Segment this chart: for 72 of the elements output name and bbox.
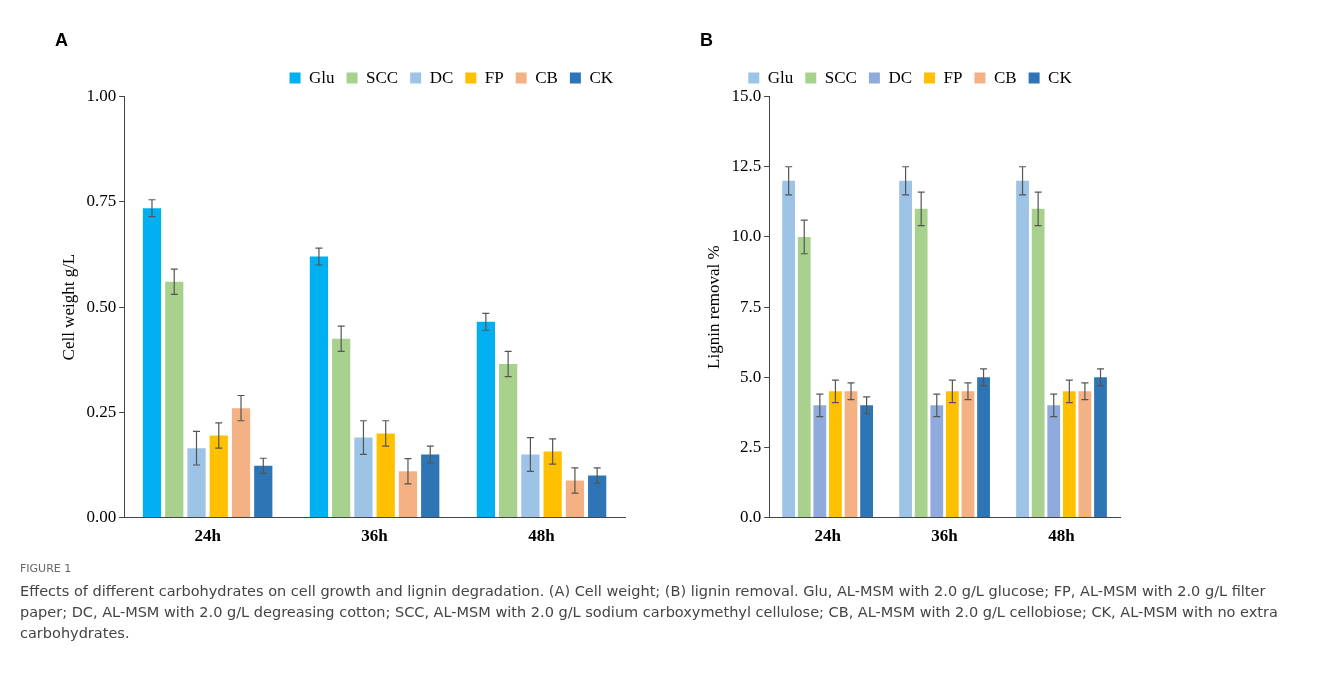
legend-label: FP [943, 67, 963, 87]
chart-title: B [700, 29, 713, 50]
x-tick-label: 48h [528, 526, 556, 546]
legend-label: Glu [309, 67, 336, 87]
bar [499, 363, 518, 518]
y-tick-label: 0.0 [739, 507, 762, 527]
bar [209, 435, 228, 518]
bar [1062, 391, 1076, 518]
bar [376, 433, 395, 518]
y-tick-label: 0.75 [86, 191, 117, 211]
x-tick-label: 36h [931, 526, 959, 546]
y-tick-label: 10.0 [731, 226, 762, 246]
bar [476, 321, 495, 518]
y-axis-title: Lignin removal % [703, 245, 723, 369]
y-tick-label: 12.5 [731, 156, 762, 176]
legend-label: DC [429, 67, 454, 87]
y-tick-label: 7.5 [739, 296, 762, 316]
bar [398, 471, 418, 518]
bar [829, 391, 842, 518]
bar [521, 454, 540, 518]
legend-label: DC [888, 67, 913, 87]
y-tick-label: 0.25 [86, 401, 117, 421]
bar [254, 465, 273, 518]
legend-label: CB [993, 67, 1017, 87]
bar [961, 391, 975, 518]
bar [977, 377, 990, 518]
bar [1047, 405, 1061, 518]
x-tick-label: 24h [194, 526, 222, 546]
bar [231, 408, 251, 518]
bar [860, 405, 873, 518]
bar [899, 180, 912, 518]
bar [1031, 208, 1045, 518]
bar [421, 454, 440, 518]
y-tick-label: 15.0 [731, 86, 762, 106]
bar [565, 480, 585, 518]
legend-label: CB [535, 67, 558, 87]
bar [930, 405, 944, 518]
bar [309, 256, 329, 518]
text: Effects of different carbohydrates on cell growth and lignin degradation. (A) Cell weight; (B) lignin removal. Glu, AL-MSM with 2.0 g/L glucose; FP, AL-MSM with 2.0 g/L filter paper; DC, AL-MSM with 2.0 g/L degreasing cotton; SCC, AL-MSM with 2.0 g/L sodium carboxymethyl cellulose; CB, AL-MSM with 2.0 g/L cellobiose; CK, AL-MSM with no extra carbohydrates. [20, 582, 1279, 643]
legend-label: Glu [767, 67, 794, 87]
bar [354, 437, 373, 518]
y-tick-label: 5.0 [739, 366, 762, 386]
bar [543, 451, 562, 518]
x-tick-label: 48h [1048, 526, 1076, 546]
legend-label: CK [589, 67, 614, 87]
legend-label: SCC [824, 67, 857, 87]
bar [332, 338, 351, 518]
y-tick-label: 0.50 [86, 296, 117, 316]
bar [1016, 180, 1029, 518]
legend-label: FP [484, 67, 504, 87]
bar [782, 180, 796, 518]
bar [142, 208, 162, 518]
chart-title: A [55, 29, 68, 50]
bar [945, 391, 959, 518]
y-tick-label: 0.00 [86, 507, 117, 527]
bar [588, 475, 607, 518]
caption: FIGURE 1 [20, 562, 73, 575]
y-axis-title: Cell weight g/L [58, 253, 78, 361]
bar [165, 281, 184, 518]
bar [1094, 377, 1107, 518]
bar [813, 405, 827, 518]
y-tick-label: 1.00 [86, 86, 117, 106]
bar [914, 208, 928, 518]
legend-label: SCC [366, 67, 399, 87]
bar [797, 236, 811, 518]
bar [844, 391, 858, 518]
y-tick-label: 2.5 [739, 436, 762, 456]
legend-label: CK [1048, 67, 1073, 87]
x-tick-label: 36h [361, 526, 389, 546]
bar [187, 448, 206, 518]
bar [1078, 391, 1092, 518]
x-tick-label: 24h [814, 526, 842, 546]
